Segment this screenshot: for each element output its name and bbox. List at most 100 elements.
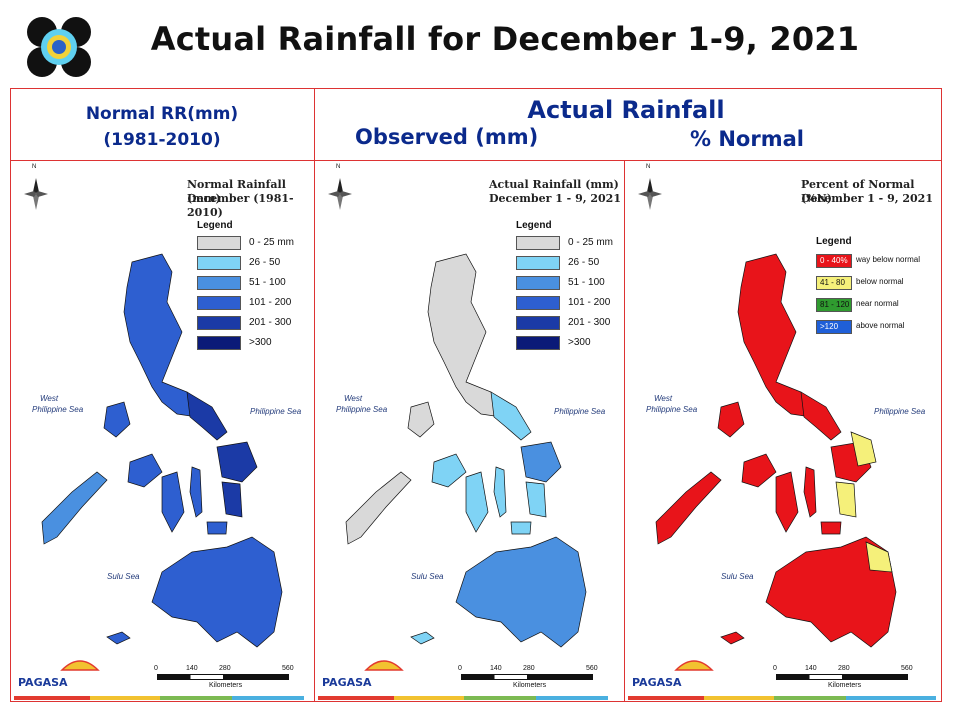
- sea-label-west: West: [40, 394, 59, 403]
- legend-swatch: [516, 236, 560, 250]
- observed-header: Observed (mm): [355, 125, 539, 149]
- region-panay: [741, 453, 777, 488]
- legend-label: 51 - 100: [249, 277, 286, 288]
- region-negros: [161, 471, 185, 533]
- divider: [624, 160, 625, 702]
- legend-key: 81 - 120: [820, 300, 850, 309]
- legend-label: 0 - 25 mm: [249, 237, 295, 248]
- footer-bar-blue: [232, 696, 304, 700]
- region-palawan: [345, 471, 412, 545]
- compass-north-label: N: [32, 164, 37, 170]
- region-sulu-islands: [410, 631, 435, 645]
- scale-unit: Kilometers: [209, 682, 243, 689]
- scale-tick: 140: [805, 665, 817, 672]
- region-leyte: [835, 481, 857, 518]
- sea-label-west: West: [344, 394, 363, 403]
- actual-header: Actual Rainfall: [527, 96, 725, 124]
- legend-swatch: [197, 276, 241, 290]
- footer-bar-blue: [846, 696, 936, 700]
- legend-key: 41 - 80: [820, 278, 845, 287]
- legend-title: Legend: [516, 220, 552, 231]
- legend-swatch: [197, 316, 241, 330]
- legend-label: >300: [249, 337, 272, 348]
- umbrella-icon: [364, 660, 404, 671]
- region-mindanao: [151, 536, 283, 648]
- scale-tick: 0: [773, 665, 777, 672]
- pagasa-brand: PAGASA: [18, 676, 68, 689]
- scale-tick: 560: [901, 665, 913, 672]
- legend-swatch: [197, 296, 241, 310]
- region-luzon: [123, 253, 198, 418]
- region-bohol: [510, 521, 532, 535]
- sea-label-west-name: Philippine Sea: [646, 405, 698, 414]
- pagasa-brand: PAGASA: [322, 676, 372, 689]
- footer-bar-red: [318, 696, 394, 700]
- legend-swatch: 0 - 40%: [816, 254, 852, 268]
- sea-label-sulu: Sulu Sea: [411, 572, 444, 581]
- region-leyte: [525, 481, 547, 518]
- legend-label: 26 - 50: [568, 257, 600, 268]
- normal-header: Normal RR(mm): [85, 104, 239, 124]
- region-yellow-mindanao: [865, 541, 893, 573]
- legend-label: 101 - 200: [249, 297, 292, 308]
- map-panel-normal: N Normal Rainfall (mm) December (1981-2010…: [12, 162, 313, 700]
- region-luzon: [737, 253, 812, 418]
- pagasa-logo: [27, 17, 91, 77]
- legend-swatch: [197, 256, 241, 270]
- scale-unit: Kilometers: [513, 682, 547, 689]
- legend-label: 0 - 25 mm: [568, 237, 614, 248]
- legend-label: 201 - 300: [249, 317, 292, 328]
- legend-label: way below normal: [856, 255, 921, 264]
- legend-swatch: [516, 296, 560, 310]
- footer-bar-yellow: [704, 696, 774, 700]
- legend-swatch: 81 - 120: [816, 298, 852, 312]
- region-bohol: [206, 521, 228, 535]
- region-mindoro: [717, 401, 745, 438]
- umbrella-icon: [60, 660, 100, 671]
- philippines-map: [655, 253, 897, 648]
- legend-title: Legend: [197, 220, 233, 231]
- legend-swatch: [197, 236, 241, 250]
- map-panel-percent: N Percent of Normal (%N) December 1 - 9, 2…: [626, 162, 941, 700]
- legend-label: 101 - 200: [568, 297, 611, 308]
- region-samar: [216, 441, 258, 483]
- scale-tick: 0: [458, 665, 462, 672]
- map-subtitle: December 1 - 9, 2021: [489, 192, 621, 205]
- region-bicol: [490, 391, 532, 441]
- region-sulu-islands: [720, 631, 745, 645]
- umbrella-icon: [674, 660, 714, 671]
- pagasa-brand: PAGASA: [632, 676, 682, 689]
- region-sulu-islands: [106, 631, 131, 645]
- map-title: Percent of Normal (%N): [801, 178, 915, 205]
- footer-bar-blue: [536, 696, 608, 700]
- scale-bar: [461, 674, 593, 680]
- compass-rose-icon: [638, 178, 662, 210]
- sea-label-east: Philippine Sea: [250, 407, 302, 416]
- footer-bar-green: [774, 696, 846, 700]
- map-subtitle: December (1981-2010): [187, 192, 294, 219]
- map-title: Actual Rainfall (mm): [489, 178, 619, 191]
- region-mindanao: [455, 536, 587, 648]
- legend-label: near normal: [856, 299, 899, 308]
- region-palawan: [655, 471, 722, 545]
- footer-bar-red: [628, 696, 704, 700]
- region-yellow-east: [850, 431, 877, 467]
- sea-label-sulu: Sulu Sea: [721, 572, 754, 581]
- region-bicol: [800, 391, 842, 441]
- region-palawan: [41, 471, 108, 545]
- legend-label: below normal: [856, 277, 904, 286]
- legend-swatch: [516, 336, 560, 350]
- region-samar: [520, 441, 562, 483]
- legend-swatch: [197, 336, 241, 350]
- compass-north-label: N: [646, 164, 651, 170]
- scale-tick: 140: [490, 665, 502, 672]
- scale-tick: 560: [282, 665, 294, 672]
- sea-label-east: Philippine Sea: [874, 407, 926, 416]
- page-title: Actual Rainfall for December 1-9, 2021: [150, 20, 860, 58]
- compass-rose-icon: [24, 178, 48, 210]
- legend-label: 201 - 300: [568, 317, 611, 328]
- percent-header: % Normal: [690, 127, 804, 151]
- sea-label-east: Philippine Sea: [554, 407, 606, 416]
- compass-north-label: N: [336, 164, 341, 170]
- footer-bar-green: [160, 696, 232, 700]
